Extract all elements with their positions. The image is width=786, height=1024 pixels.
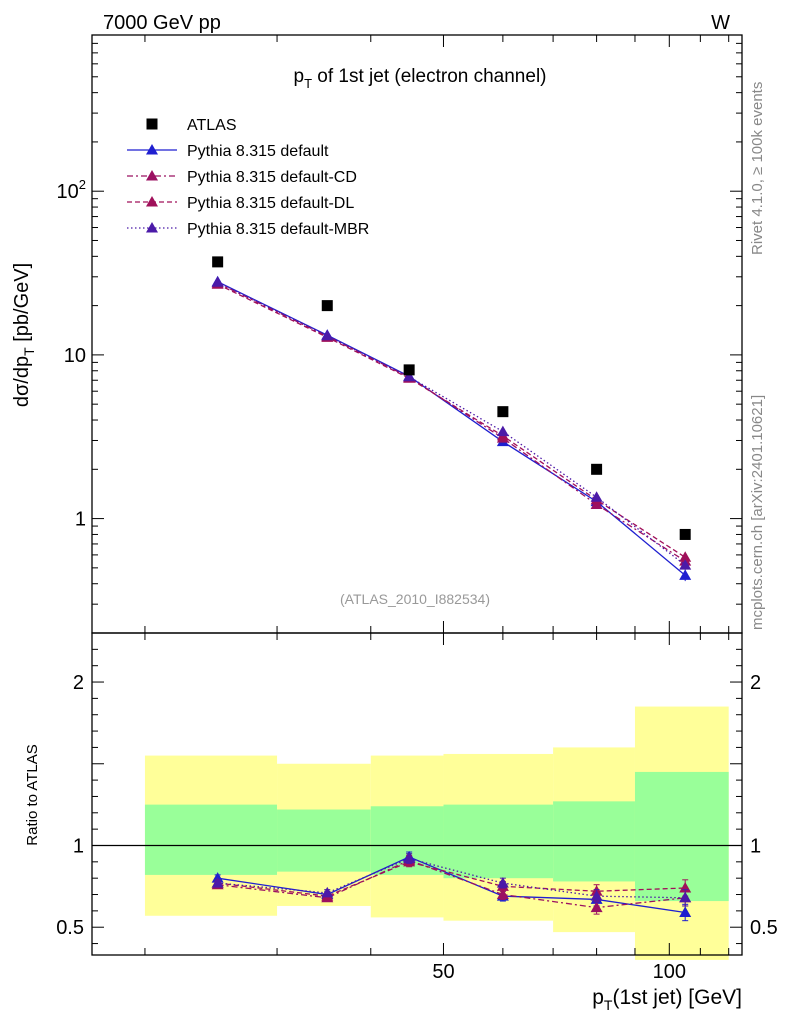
ratio-point-mbr-2 (403, 852, 416, 864)
ratio-line-mbr (217, 857, 686, 899)
atlas-data-point-4 (591, 463, 603, 475)
series-point-mbr-5 (679, 559, 692, 570)
legend-label-cd: Pythia 8.315 default-CD (187, 169, 357, 186)
series-line-cd (217, 282, 686, 562)
ratio-point-cd-4 (590, 901, 603, 913)
legend-marker-mbr (146, 222, 158, 233)
legend-label-dl: Pythia 8.315 default-DL (187, 195, 354, 212)
atlas-data-point-3 (497, 406, 509, 418)
lower-axis-ticks: 0.5 0.5 1 1 2 2 50 100 (56, 633, 778, 983)
atlas-data-point-1 (321, 300, 333, 312)
legend: ATLAS Pythia 8.315 default Pythia 8.315 de… (127, 117, 369, 238)
ratio-ytick-label-left-2: 2 (73, 672, 84, 694)
legend-label-default: Pythia 8.315 default (187, 143, 329, 160)
panel-frames (91, 34, 743, 956)
series-point-mbr-1 (321, 329, 334, 341)
legend-label-mbr: Pythia 8.315 default-MBR (187, 221, 369, 238)
legend-marker-atlas (146, 118, 158, 130)
ratio-ytick-label-right-2: 2 (750, 672, 761, 694)
ratio-point-default-5 (679, 906, 692, 918)
series-point-mbr-0 (211, 276, 224, 287)
legend-marker-cd (146, 170, 158, 181)
x-axis-label: pT(1st jet) [GeV] (592, 986, 742, 1013)
ratio-series-group (211, 850, 692, 922)
series-line-dl (217, 283, 686, 558)
ratio-line-cd (217, 859, 686, 909)
ratio-point-mbr-1 (321, 886, 334, 898)
ratio-band-inner-1 (277, 809, 371, 872)
header-energy-label: 7000 GeV pp (103, 12, 221, 34)
ratio-ytick-label-left-0: 0.5 (56, 917, 84, 939)
series-point-default-5 (679, 569, 692, 580)
upper-series-group (211, 256, 692, 582)
upper-y-axis-label: dσ/dpT [pb/GeV] (11, 263, 37, 407)
legend-marker-dl (146, 196, 158, 207)
rivet-version-label: Rivet 4.1.0, ≥ 100k events (749, 82, 766, 255)
ratio-line-dl (217, 861, 686, 897)
ratio-uncertainty-bands (92, 706, 742, 960)
series-point-mbr-2 (403, 370, 416, 382)
series-line-mbr (217, 281, 686, 566)
ratio-ytick-label-right-0: 0.5 (750, 917, 778, 939)
ratio-point-cd-3 (496, 888, 509, 900)
upper-axis-ticks: 1 10 102 (57, 34, 742, 634)
atlas-data-point-0 (212, 256, 224, 268)
xtick-label-0: 50 (432, 961, 454, 983)
ratio-ytick-label-left-1: 1 (73, 835, 84, 857)
upper-ytick-label-1: 10 (64, 345, 86, 367)
atlas-data-point-2 (403, 364, 415, 376)
series-point-dl-5 (679, 551, 692, 562)
upper-ytick-label-0: 1 (75, 509, 86, 531)
atlas-data-point-5 (679, 528, 691, 540)
ratio-line-default (217, 856, 686, 914)
ratio-y-axis-label: Ratio to ATLAS (24, 744, 41, 845)
legend-marker-default (146, 144, 158, 155)
plot-title: pT of 1st jet (electron channel) (294, 66, 547, 91)
legend-label-atlas: ATLAS (187, 117, 237, 134)
ratio-band-inner-3 (443, 804, 554, 879)
ratio-point-mbr-5 (679, 891, 692, 903)
ratio-point-mbr-3 (496, 877, 509, 888)
ratio-band-inner-5 (634, 771, 729, 902)
ratio-ytick-label-right-1: 1 (750, 835, 761, 857)
lower-panel-frame (91, 632, 743, 956)
analysis-tag: (ATLAS_2010_I882534) (340, 591, 490, 607)
ratio-point-mbr-0 (211, 877, 224, 888)
ratio-point-mbr-4 (590, 890, 603, 901)
ratio-band-inner-4 (553, 801, 635, 882)
series-line-default (217, 281, 686, 576)
mcplots-label: mcplots.cern.ch [arXiv:2401.10621] (749, 395, 766, 630)
ratio-band-inner-0 (144, 804, 278, 875)
header-process-label: W (711, 12, 730, 34)
series-point-mbr-4 (590, 491, 603, 502)
xtick-label-1: 100 (653, 961, 686, 983)
upper-ytick-label-2: 102 (57, 177, 86, 203)
series-point-mbr-3 (496, 425, 509, 437)
